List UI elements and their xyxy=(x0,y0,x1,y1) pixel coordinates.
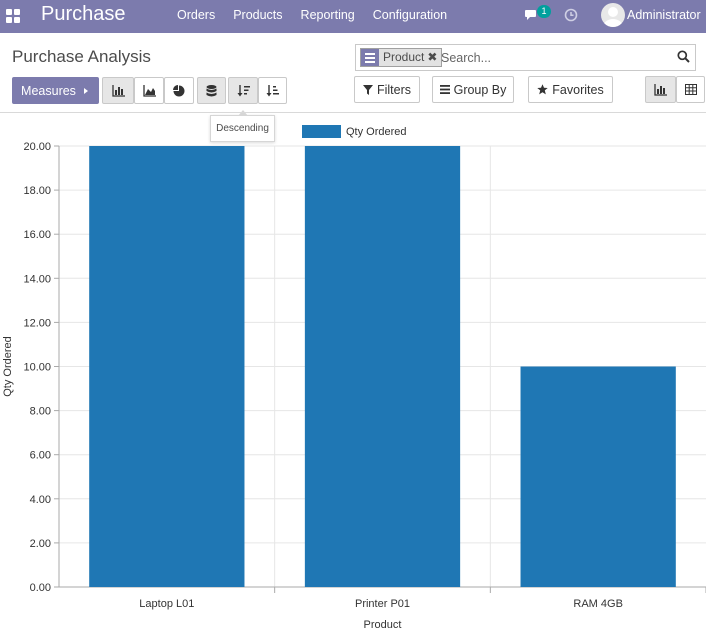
y-tick-label: 16.00 xyxy=(23,229,51,241)
menu-item-products[interactable]: Products xyxy=(233,8,283,22)
x-tick-label: RAM 4GB xyxy=(573,598,623,610)
x-tick-label: Printer P01 xyxy=(355,598,410,610)
legend-swatch xyxy=(302,125,341,138)
facet-label: Product xyxy=(383,50,425,64)
legend-label: Qty Ordered xyxy=(346,126,407,138)
x-tick-label: Laptop L01 xyxy=(139,598,194,610)
stacked-button[interactable] xyxy=(197,77,226,104)
bar xyxy=(304,146,461,587)
menu-item-reporting[interactable]: Reporting xyxy=(300,8,355,22)
app-brand[interactable]: Purchase xyxy=(41,3,126,25)
menu-item-orders[interactable]: Orders xyxy=(177,8,216,22)
y-tick-label: 10.00 xyxy=(23,362,51,374)
sort-ascending-icon xyxy=(266,84,279,96)
group-by-facet-icon xyxy=(361,49,379,66)
search-icon[interactable] xyxy=(677,50,690,63)
y-axis-label: Qty Ordered xyxy=(2,336,14,397)
table-icon xyxy=(684,84,697,95)
x-axis-label: Product xyxy=(364,619,402,631)
chat-icon[interactable] xyxy=(525,8,539,22)
tooltip: Descending xyxy=(210,110,275,142)
filter-icon xyxy=(362,84,373,95)
group-by-label: Group By xyxy=(453,82,507,97)
measures-label: Measures xyxy=(21,83,76,98)
y-tick-label: 4.00 xyxy=(30,494,51,506)
user-menu[interactable]: Administrator xyxy=(627,8,701,22)
clock-icon[interactable] xyxy=(564,8,578,22)
line-chart-button[interactable] xyxy=(134,77,164,104)
area-chart-icon xyxy=(142,84,156,97)
y-tick-label: 14.00 xyxy=(23,273,51,285)
bar-chart: 0.00 2.00 4.00 6.00 8.00 10.00 12.00 14.00 16.00… xyxy=(2,125,706,631)
star-icon xyxy=(537,84,548,95)
filters-button[interactable]: Filters xyxy=(354,76,420,103)
bar xyxy=(89,146,245,587)
sort-descending-button[interactable] xyxy=(228,77,258,104)
y-tick-label: 0.00 xyxy=(30,582,51,594)
menu-item-configuration[interactable]: Configuration xyxy=(372,8,448,22)
y-tick-label: 20.00 xyxy=(23,141,51,153)
apps-menu-icon[interactable] xyxy=(6,9,20,23)
notification-badge: 1 xyxy=(537,5,551,18)
bar-chart-icon xyxy=(654,83,667,96)
bar xyxy=(520,366,676,587)
graph-view-button[interactable] xyxy=(645,76,676,103)
main-menu: Orders Products Reporting Configuration xyxy=(168,0,456,33)
search-facet: Product ✖ xyxy=(360,48,443,67)
caret-right-icon xyxy=(83,87,88,94)
avatar[interactable] xyxy=(601,3,625,27)
bar-chart-icon xyxy=(111,84,125,97)
search-input[interactable] xyxy=(441,49,671,67)
sort-ascending-button[interactable] xyxy=(258,77,287,104)
y-tick-label: 12.00 xyxy=(23,317,51,329)
pie-chart-icon xyxy=(173,84,185,96)
pie-chart-button[interactable] xyxy=(164,77,194,104)
y-tick-label: 8.00 xyxy=(30,406,51,418)
bar-chart-button[interactable] xyxy=(102,77,134,104)
top-navbar: Purchase Orders Products Reporting Confi… xyxy=(0,0,706,33)
filters-label: Filters xyxy=(376,82,412,97)
measures-button[interactable]: Measures xyxy=(12,77,99,104)
group-by-button[interactable]: Group By xyxy=(432,76,514,103)
bars-icon xyxy=(439,85,450,94)
database-icon xyxy=(206,84,217,96)
pivot-view-button[interactable] xyxy=(676,76,705,103)
facet-remove-icon[interactable]: ✖ xyxy=(427,50,438,64)
sort-descending-icon xyxy=(237,84,250,96)
divider xyxy=(0,112,706,113)
page-title: Purchase Analysis xyxy=(12,47,151,66)
y-tick-label: 6.00 xyxy=(30,450,51,462)
y-tick-label: 18.00 xyxy=(23,185,51,197)
search-box: Product ✖ xyxy=(355,44,696,71)
favorites-button[interactable]: Favorites xyxy=(528,76,613,103)
favorites-label: Favorites xyxy=(552,82,604,97)
y-tick-label: 2.00 xyxy=(30,538,51,550)
